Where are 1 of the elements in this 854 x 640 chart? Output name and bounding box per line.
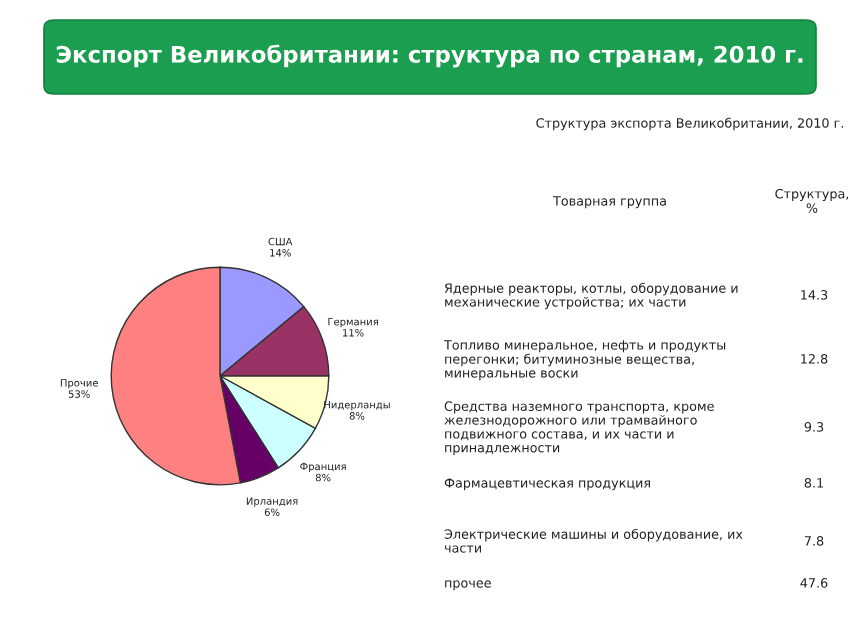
chart-title: Экспорт Великобритании: структура по странам, 2010 г. (56, 44, 803, 68)
